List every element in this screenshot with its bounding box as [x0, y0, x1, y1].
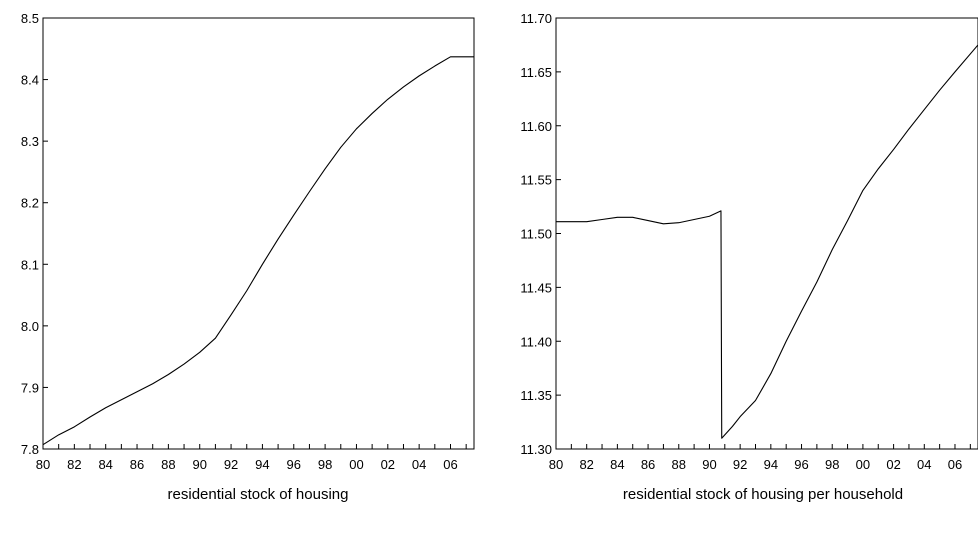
x-tick-label: 84: [98, 457, 112, 472]
x-tick-label: 98: [825, 457, 839, 472]
y-tick-label: 11.70: [520, 11, 552, 26]
series-line: [556, 44, 978, 439]
y-tick-label: 11.50: [520, 227, 552, 242]
x-tick-label: 00: [349, 457, 363, 472]
x-tick-label: 94: [764, 457, 778, 472]
y-tick-label: 7.8: [21, 442, 39, 457]
x-tick-label: 02: [381, 457, 395, 472]
x-tick-label: 90: [192, 457, 206, 472]
chart-stock-per-household: 11.30 11.35 11.40 11.45 11.50 11.55 11.60 11.65…: [520, 11, 978, 503]
y-tick-label: 8.2: [21, 196, 39, 211]
y-tick-label: 8.3: [21, 134, 39, 149]
series-line: [42, 56, 474, 446]
x-tick-label: 80: [549, 457, 563, 472]
chart-caption: residential stock of housing: [168, 486, 349, 503]
x-tick-label: 02: [886, 457, 900, 472]
x-tick-label: 88: [161, 457, 175, 472]
x-tick-label: 00: [856, 457, 870, 472]
x-tick-label: 82: [579, 457, 593, 472]
y-tick-label: 11.30: [520, 442, 552, 457]
x-tick-label: 96: [794, 457, 808, 472]
x-tick-label: 94: [255, 457, 269, 472]
y-tick-label: 7.9: [21, 380, 39, 395]
y-tick-label: 11.65: [520, 65, 552, 80]
y-tick-label: 8.1: [21, 257, 39, 272]
x-tick-label: 86: [130, 457, 144, 472]
x-tick-label: 04: [412, 457, 426, 472]
x-tick-label: 98: [318, 457, 332, 472]
x-tick-label: 88: [672, 457, 686, 472]
x-tick-label: 86: [641, 457, 655, 472]
y-tick-label: 8.5: [21, 11, 39, 26]
y-tick-label: 8.4: [21, 73, 39, 88]
y-tick-label: 11.40: [520, 334, 552, 349]
x-tick-label: 80: [36, 457, 50, 472]
y-tick-label: 8.0: [21, 319, 39, 334]
x-tick-label: 92: [733, 457, 747, 472]
x-tick-label: 92: [224, 457, 238, 472]
x-tick-label: 82: [67, 457, 81, 472]
plot-frame: [555, 17, 978, 450]
x-tick-label: 84: [610, 457, 624, 472]
y-tick-label: 11.45: [520, 280, 552, 295]
chart-caption: residential stock of housing per househo…: [623, 486, 903, 503]
plot-frame: [42, 17, 475, 450]
x-tick-label: 06: [443, 457, 457, 472]
y-tick-label: 11.35: [520, 388, 552, 403]
y-tick-label: 11.55: [520, 173, 552, 188]
x-tick-label: 04: [917, 457, 931, 472]
x-tick-label: 96: [287, 457, 301, 472]
chart-residential-stock: 7.8 7.9 8.0 8.1 8.2 8.3 8.4 8.5 80 82 84 86 88 90 92 94…: [21, 11, 475, 503]
y-tick-label: 11.60: [520, 119, 552, 134]
x-tick-label: 06: [948, 457, 962, 472]
x-tick-label: 90: [702, 457, 716, 472]
